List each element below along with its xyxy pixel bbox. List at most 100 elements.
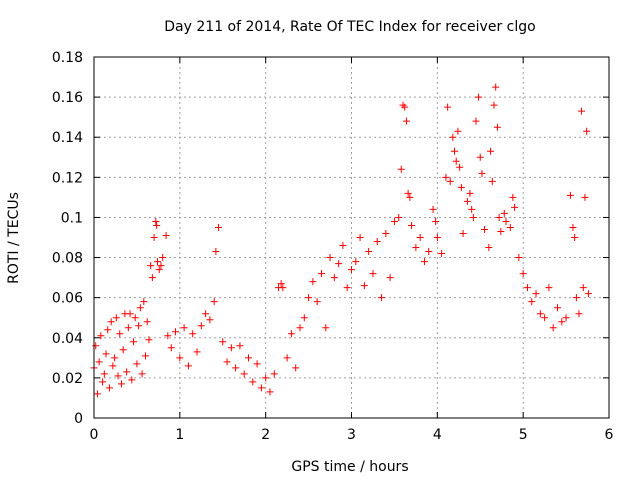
data-point [257,384,265,392]
data-point [502,217,510,225]
data-point [352,258,360,266]
data-point [416,234,424,241]
data-point [162,231,170,239]
data-point [277,280,285,288]
data-point [511,203,519,211]
data-point [111,354,119,362]
data-point [425,248,433,256]
data-point [475,93,483,101]
data-point [463,197,471,205]
data-point [575,310,583,318]
data-point [197,322,205,330]
data-point [438,250,446,258]
data-point [536,310,544,318]
data-point [270,370,278,378]
data-point [433,234,441,241]
data-point [152,217,160,225]
data-point [148,274,156,282]
x-tick-label: 4 [433,427,442,443]
x-tick-label: 6 [605,427,614,443]
y-tick-label: 0.16 [52,90,83,106]
data-point [240,370,248,378]
data-point [126,310,134,318]
data-point [112,314,120,322]
data-points [90,83,592,398]
data-point [420,258,428,266]
data-point [468,205,476,213]
data-point [279,284,287,292]
data-point [117,380,125,388]
data-point [545,284,553,292]
data-point [476,153,484,161]
data-point [135,322,143,330]
data-point [488,177,496,185]
data-point [442,173,450,181]
x-tick-label: 0 [90,427,99,443]
data-point [566,191,574,199]
data-point [369,270,377,278]
x-tick-labels: 0 1 2 3 4 5 6 [90,427,614,443]
data-point [456,163,464,171]
data-point [95,358,103,366]
data-point [136,304,144,312]
data-point [114,372,122,380]
data-point [481,225,489,233]
data-point [123,368,131,376]
data-point [145,336,153,344]
data-point [292,364,300,372]
data-point [429,205,437,213]
data-point [100,370,108,378]
data-point [124,324,132,332]
data-point [343,284,351,292]
data-point [373,238,381,246]
data-point [572,294,580,302]
y-axis-title: ROTI / TECUs [6,192,22,284]
data-point [102,350,110,358]
data-point [330,274,338,282]
data-point [253,360,261,368]
data-point [172,328,180,336]
data-point [236,342,244,350]
data-point [466,189,474,197]
data-point [584,290,592,298]
data-point [214,223,222,231]
data-point [519,270,527,278]
y-tick-label: 0.14 [52,130,83,146]
data-point [472,117,480,125]
x-tick-label: 1 [175,427,184,443]
data-point [223,358,231,366]
data-point [412,244,420,252]
data-point [579,284,587,292]
x-axis-title: GPS time / hours [291,459,408,475]
data-point [109,362,117,370]
data-point [356,234,364,241]
data-point [451,147,458,155]
y-tick-label: 0.18 [52,50,83,66]
data-point [116,330,124,338]
data-point [562,314,570,322]
data-point [262,374,270,382]
data-point [408,221,416,229]
data-point [515,254,523,262]
data-point [492,83,500,91]
data-point [469,213,477,221]
data-point [119,346,127,354]
data-point [140,298,148,306]
data-point [509,193,517,201]
y-tick-labels: 0 0.02 0.04 0.06 0.08 0.1 0.12 0.14 0.16 0.18 [52,50,83,427]
data-point [283,354,291,362]
data-point [99,378,107,386]
data-point [305,294,313,302]
data-point [167,344,175,352]
y-tick-label: 0.08 [52,251,83,267]
data-point [395,213,403,221]
data-point [300,314,308,322]
data-point [249,378,257,386]
data-point [541,314,549,322]
data-point [554,304,561,312]
gridlines [94,57,609,418]
data-point [432,217,440,225]
data-point [266,388,274,396]
y-tick-label: 0.04 [52,331,83,347]
data-point [206,316,214,324]
